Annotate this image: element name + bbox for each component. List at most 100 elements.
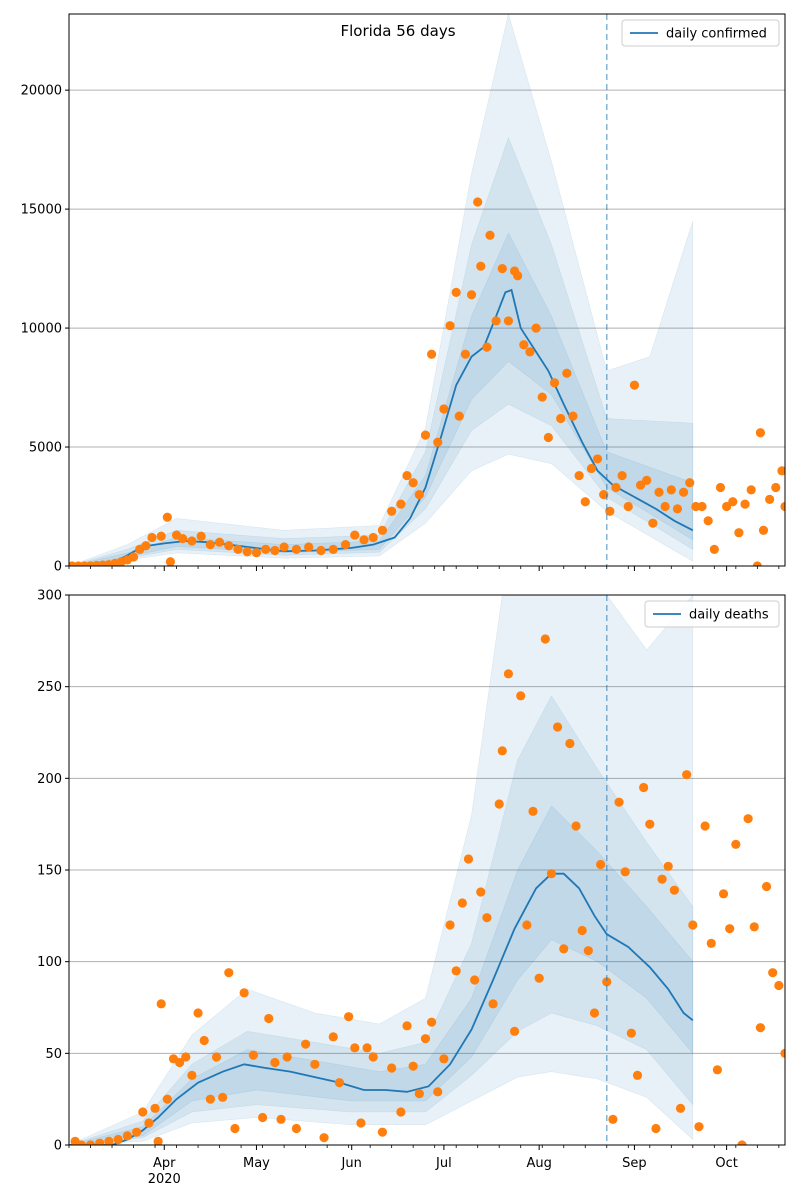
data-point — [319, 1133, 329, 1143]
data-point — [128, 552, 139, 562]
data-point — [104, 1136, 114, 1145]
data-point — [224, 541, 234, 551]
data-point — [344, 1012, 354, 1022]
data-point — [697, 501, 707, 512]
x-tick-sublabel: 2020 — [148, 1172, 181, 1187]
data-point — [282, 1052, 292, 1062]
data-point — [451, 287, 461, 297]
legend-box — [621, 19, 780, 47]
data-point — [574, 470, 584, 481]
data-point — [211, 1052, 222, 1062]
data-point — [156, 999, 166, 1009]
data-point — [310, 1059, 320, 1069]
data-point — [187, 1070, 197, 1080]
data-point — [205, 1094, 215, 1104]
data-point — [725, 924, 735, 934]
data-point — [460, 349, 471, 359]
x-tick-label: Oct — [715, 1156, 737, 1171]
data-point — [688, 920, 698, 930]
data-point — [553, 722, 563, 732]
data-point — [218, 1092, 228, 1102]
data-point — [771, 482, 781, 493]
data-point — [457, 898, 467, 908]
data-point — [439, 404, 449, 414]
data-point — [531, 323, 541, 333]
y-tick-label: 0 — [54, 1139, 62, 1154]
data-point — [666, 485, 676, 495]
data-point — [408, 1061, 418, 1071]
data-point — [629, 380, 640, 390]
data-point — [761, 881, 772, 892]
data-point — [540, 634, 550, 644]
data-point — [387, 1063, 397, 1073]
x-tick-label: Jun — [341, 1156, 362, 1171]
data-point — [350, 530, 360, 540]
data-point — [144, 1118, 154, 1128]
data-point — [571, 821, 581, 831]
data-point — [132, 1127, 142, 1137]
data-point — [396, 499, 406, 509]
data-point — [589, 1008, 600, 1018]
legend: daily deaths — [644, 600, 780, 628]
data-point — [712, 1065, 722, 1075]
data-point — [451, 966, 461, 976]
data-point — [577, 925, 587, 936]
data-point — [605, 506, 615, 516]
data-point — [749, 922, 759, 932]
x-tick-label: Apr — [153, 1156, 176, 1171]
data-point — [743, 814, 753, 824]
data-point — [214, 537, 225, 547]
model-line — [69, 872, 694, 1145]
data-point — [291, 544, 301, 554]
axes-frame — [68, 13, 786, 567]
data-point — [765, 494, 775, 504]
data-point — [513, 271, 523, 281]
data-point — [76, 1140, 86, 1145]
data-point — [777, 466, 785, 476]
data-point — [147, 532, 157, 543]
data-point — [509, 1026, 520, 1036]
data-point — [150, 1103, 160, 1113]
data-point — [565, 738, 575, 749]
data-point — [193, 1008, 203, 1018]
data-point — [728, 497, 738, 507]
data-point — [580, 497, 590, 507]
data-point — [703, 516, 713, 526]
y-tick-label: 0 — [54, 560, 62, 575]
data-point — [230, 1123, 240, 1134]
data-point — [301, 1039, 311, 1049]
x-tick-label: May — [243, 1156, 270, 1171]
data-point — [623, 501, 633, 512]
data-point — [340, 539, 351, 550]
data-point — [248, 1050, 258, 1060]
data-point — [537, 392, 547, 402]
data-point — [402, 1021, 412, 1031]
y-tick-label: 15000 — [21, 203, 62, 218]
data-point — [156, 531, 166, 541]
x-tick-label: Aug — [526, 1156, 551, 1171]
data-point — [556, 413, 566, 424]
data-point — [350, 1043, 360, 1053]
data-point — [755, 428, 766, 438]
data-point — [642, 475, 652, 485]
data-point — [445, 321, 455, 331]
model-line — [69, 288, 694, 566]
data-point — [519, 340, 529, 350]
data-point — [734, 528, 744, 538]
data-point — [408, 478, 418, 488]
data-point — [433, 437, 443, 447]
y-tick-label: 10000 — [21, 322, 62, 337]
legend-label: daily confirmed — [666, 27, 767, 42]
data-point — [328, 1032, 338, 1042]
x-tick-label: Jul — [435, 1156, 452, 1171]
data-point — [774, 980, 784, 991]
data-point — [648, 518, 658, 528]
data-point — [780, 501, 785, 512]
y-tick-label: 100 — [37, 955, 62, 970]
data-point — [427, 349, 437, 359]
data-point — [660, 501, 670, 512]
x-tick-label: Sep — [622, 1156, 647, 1171]
data-point — [473, 197, 483, 207]
data-point — [562, 368, 572, 378]
